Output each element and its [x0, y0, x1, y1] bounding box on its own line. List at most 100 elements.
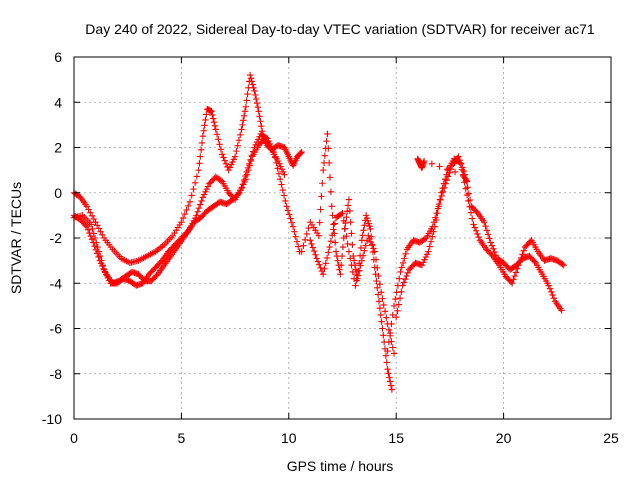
- data-point: [307, 237, 314, 244]
- data-point: [475, 233, 482, 241]
- data-point: [402, 275, 409, 283]
- data-point: [343, 213, 350, 221]
- data-point: [347, 255, 354, 262]
- data-point: [361, 247, 368, 254]
- data-point: [88, 236, 96, 243]
- data-point: [246, 162, 253, 169]
- data-point: [328, 232, 336, 239]
- data-point: [389, 344, 396, 351]
- data-point: [318, 193, 325, 200]
- data-point: [274, 157, 282, 165]
- data-point: [319, 271, 327, 278]
- data-point: [510, 276, 517, 283]
- data-point: [89, 225, 96, 233]
- data-point: [199, 132, 207, 140]
- data-point: [300, 242, 307, 249]
- data-point: [183, 206, 190, 214]
- data-point: [515, 261, 522, 269]
- data-point: [331, 239, 339, 246]
- data-point: [82, 222, 89, 229]
- data-point: [338, 252, 346, 260]
- data-point: [388, 386, 396, 393]
- data-point: [102, 269, 109, 276]
- data-point: [352, 282, 359, 289]
- data-point: [470, 221, 477, 228]
- data-point: [471, 224, 479, 231]
- data-point: [178, 218, 185, 226]
- data-point: [399, 282, 406, 289]
- data-point: [313, 255, 320, 262]
- data-point: [546, 285, 554, 292]
- data-point: [286, 211, 293, 218]
- data-point: [380, 301, 387, 309]
- data-point: [349, 241, 356, 248]
- data-point: [316, 219, 323, 226]
- x-tick-label: 0: [70, 430, 78, 446]
- data-point: [328, 203, 335, 210]
- data-point: [284, 207, 292, 214]
- data-point: [465, 197, 472, 205]
- data-point: [520, 247, 527, 254]
- data-point: [420, 157, 428, 165]
- data-point: [382, 352, 390, 359]
- y-tick-label: -2: [50, 230, 63, 246]
- data-point: [326, 174, 334, 181]
- x-tick-label: 10: [281, 430, 297, 446]
- data-point: [252, 95, 260, 103]
- data-point: [420, 259, 427, 266]
- data-point: [441, 175, 449, 183]
- data-point: [359, 252, 367, 259]
- data-point: [246, 71, 254, 79]
- data-point: [199, 194, 207, 201]
- data-point: [436, 163, 443, 170]
- data-point: [358, 257, 366, 264]
- data-point: [443, 171, 450, 178]
- data-point: [213, 131, 221, 138]
- data-point: [191, 179, 199, 186]
- data-point: [375, 298, 383, 305]
- data-point: [418, 261, 426, 269]
- data-point: [278, 166, 286, 173]
- data-point: [242, 175, 250, 183]
- data-point: [560, 261, 567, 269]
- data-point: [488, 242, 496, 249]
- data-point: [201, 122, 208, 129]
- data-point: [255, 108, 262, 115]
- data-point: [362, 242, 369, 249]
- data-point: [84, 226, 92, 234]
- data-point: [422, 253, 430, 261]
- data-point: [319, 180, 326, 187]
- data-point: [368, 242, 376, 249]
- y-tick-label: -10: [42, 411, 62, 427]
- data-point: [456, 159, 463, 166]
- data-point: [327, 188, 335, 196]
- data-point: [237, 131, 244, 139]
- data-point: [289, 223, 297, 230]
- data-point: [392, 295, 399, 303]
- data-point: [377, 289, 385, 296]
- data-point: [87, 221, 95, 228]
- data-point: [386, 329, 394, 337]
- data-point: [211, 122, 219, 129]
- data-point: [346, 207, 354, 215]
- data-point: [550, 294, 558, 302]
- data-point: [315, 232, 323, 239]
- data-point: [359, 232, 366, 239]
- data-point: [323, 254, 331, 262]
- data-point: [87, 232, 94, 240]
- data-point: [234, 142, 241, 149]
- data-point: [280, 192, 288, 199]
- data-point: [242, 103, 250, 110]
- data-point: [387, 382, 395, 389]
- data-point: [236, 189, 243, 196]
- data-point: [281, 171, 288, 178]
- data-point: [258, 123, 265, 130]
- data-point: [519, 251, 526, 258]
- data-point: [393, 313, 400, 321]
- data-point: [225, 166, 232, 174]
- y-tick-label: 0: [54, 185, 62, 201]
- data-point: [250, 84, 257, 91]
- data-point: [240, 181, 247, 188]
- data-point: [350, 257, 358, 264]
- data-point: [348, 261, 355, 269]
